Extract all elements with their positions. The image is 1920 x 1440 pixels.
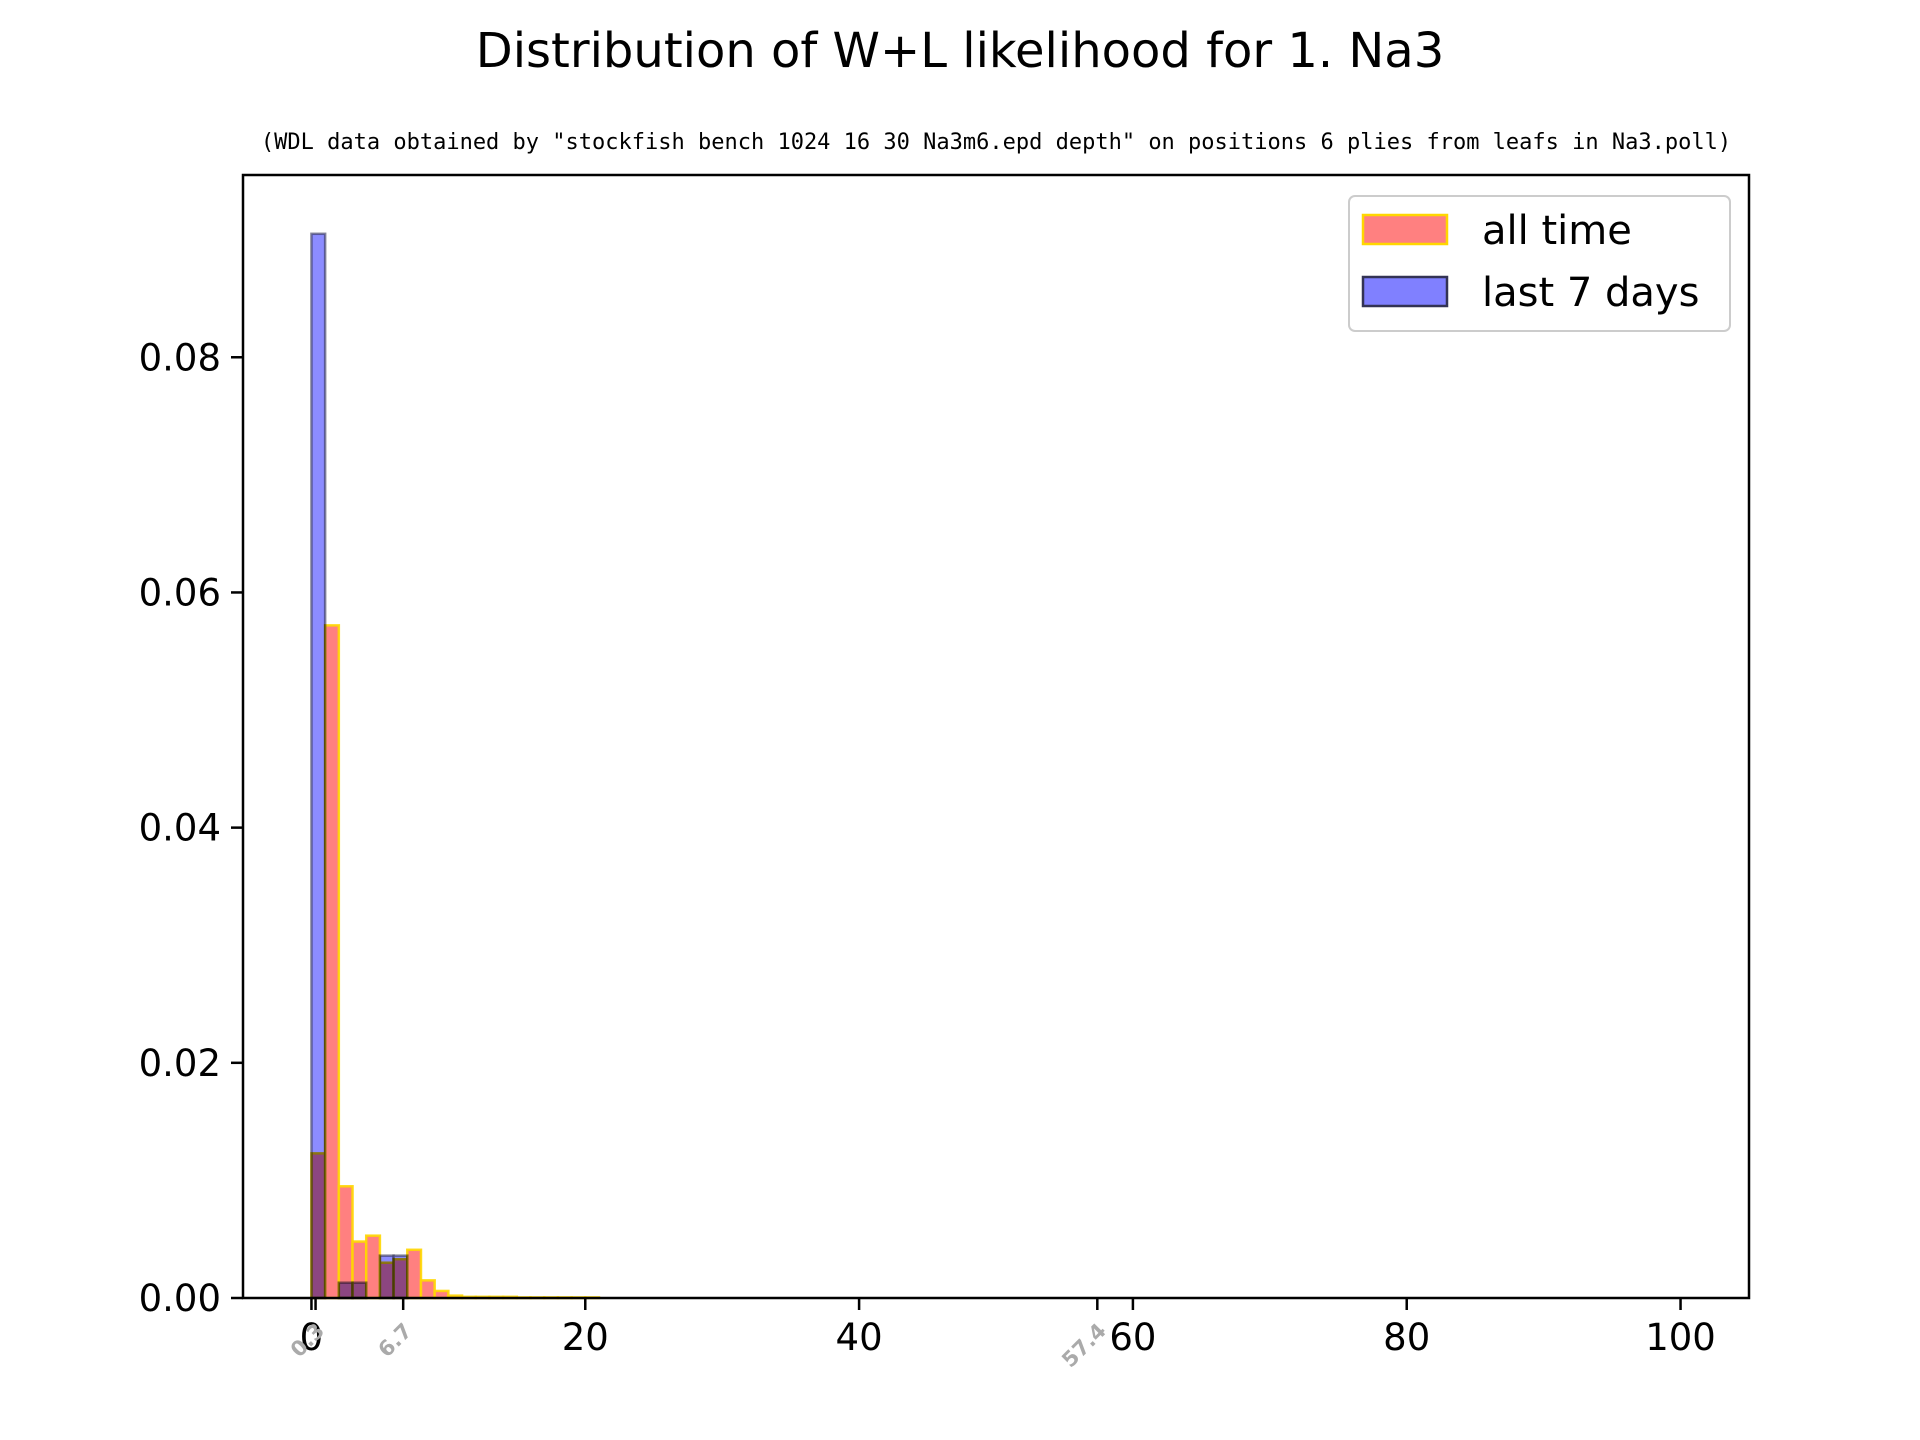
x-tick-label: 100 [1645,1316,1716,1359]
chart-subtitle: (WDL data obtained by "stockfish bench 1… [261,130,1731,155]
bar-all-time [337,1185,354,1300]
bar-all-time [323,624,341,1300]
x-axis: 0 20 40 60 80 100 [300,1298,1716,1359]
y-tick-label: 0.02 [139,1042,221,1085]
plot-area [241,173,1751,1300]
bar-last-7-days [378,1254,395,1300]
bar-last-7-days [310,232,327,1300]
series-all-time [310,624,601,1300]
x-tick-label: 20 [562,1316,609,1359]
plot-frame [241,173,1751,1300]
legend-swatch-last-7-days [1361,275,1449,308]
x-tick-label: 80 [1383,1316,1430,1359]
legend-swatch-all-time [1361,213,1449,246]
y-tick-label: 0.08 [139,336,221,379]
y-tick-label: 0.00 [139,1277,221,1320]
x-tick-label: 40 [836,1316,883,1359]
bar-all-time [419,1279,436,1300]
y-axis: 0.00 0.02 0.04 0.06 0.08 [139,336,243,1320]
y-tick-label: 0.06 [139,571,221,614]
marker-label: 57.4 [1057,1319,1111,1373]
x-tick-label: 0 [300,1316,324,1359]
y-tick-label: 0.04 [139,807,221,850]
legend: all time last 7 days [1348,195,1731,332]
bar-last-7-days [392,1254,409,1300]
bar-all-time [406,1248,423,1300]
bar-last-7-days [337,1281,354,1300]
marker-label: 6.7 [373,1319,416,1362]
x-tick-label: 60 [1109,1316,1156,1359]
chart-title: Distribution of W+L likelihood for 1. Na… [476,23,1445,79]
bar-last-7-days [351,1281,368,1300]
series-last-7-days [310,232,409,1300]
marker-labels: 0.3 6.7 57.4 [286,1298,1111,1372]
bar-all-time [364,1234,382,1300]
legend-label-all-time: all time [1482,208,1632,254]
legend-label-last-7-days: last 7 days [1482,270,1699,316]
